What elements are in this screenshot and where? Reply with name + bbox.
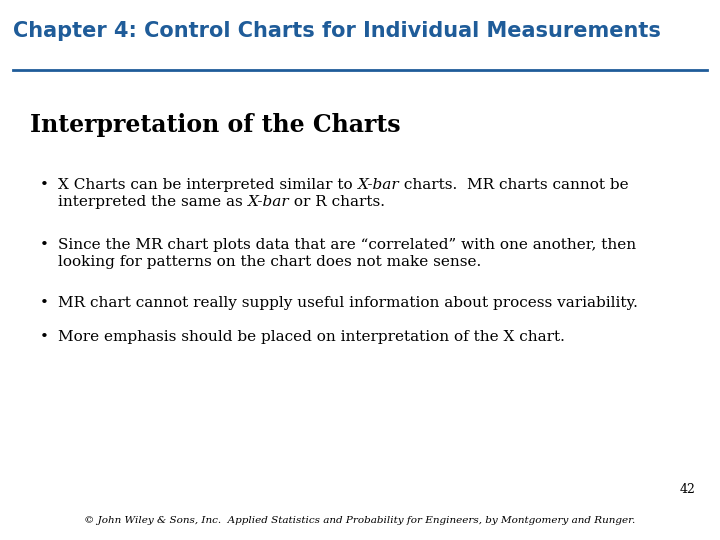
Text: •: •	[40, 178, 49, 192]
Text: or R charts.: or R charts.	[289, 194, 385, 208]
Text: interpreted the same as: interpreted the same as	[58, 194, 248, 208]
Text: charts.  MR charts cannot be: charts. MR charts cannot be	[399, 178, 629, 192]
Text: X Charts can be interpreted similar to: X Charts can be interpreted similar to	[58, 178, 358, 192]
Text: looking for patterns on the chart does not make sense.: looking for patterns on the chart does n…	[58, 254, 481, 268]
Text: X-bar: X-bar	[248, 194, 289, 208]
Text: Chapter 4: Control Charts for Individual Measurements: Chapter 4: Control Charts for Individual…	[13, 21, 661, 41]
Text: MR chart cannot really supply useful information about process variability.: MR chart cannot really supply useful inf…	[58, 295, 638, 309]
Text: •: •	[40, 238, 49, 252]
Text: X-bar: X-bar	[358, 178, 399, 192]
Text: 42: 42	[679, 483, 695, 496]
Text: Since the MR chart plots data that are “correlated” with one another, then: Since the MR chart plots data that are “…	[58, 238, 636, 252]
Text: © John Wiley & Sons, Inc.  Applied Statistics and Probability for Engineers, by : © John Wiley & Sons, Inc. Applied Statis…	[84, 516, 636, 525]
Text: •: •	[40, 295, 49, 309]
Text: Interpretation of the Charts: Interpretation of the Charts	[30, 113, 400, 137]
Text: •: •	[40, 329, 49, 343]
Text: More emphasis should be placed on interpretation of the X chart.: More emphasis should be placed on interp…	[58, 329, 565, 343]
